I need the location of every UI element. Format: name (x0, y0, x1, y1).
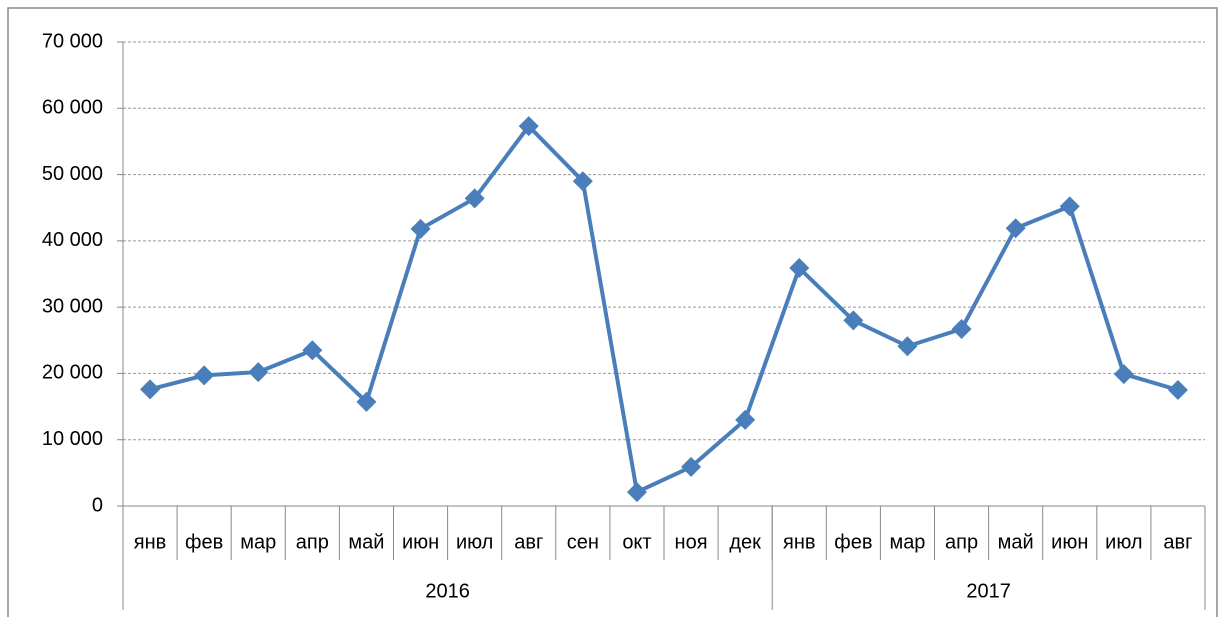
data-point (789, 258, 810, 279)
x-tick-label: ноя (675, 531, 708, 553)
y-tick-label: 70 000 (42, 30, 103, 52)
data-point (410, 218, 431, 239)
group-label: 2017 (966, 580, 1011, 602)
x-tick-label: май (998, 531, 1034, 553)
y-tick-label: 30 000 (42, 295, 103, 317)
x-tick-label: фев (834, 531, 872, 553)
data-point (356, 391, 377, 412)
chart-frame (7, 7, 1218, 617)
data-point (681, 456, 702, 477)
x-tick-label: мар (889, 531, 925, 553)
data-point (1059, 196, 1080, 217)
data-point (1005, 218, 1026, 239)
x-tick-label: дек (729, 531, 761, 553)
x-tick-label: мар (240, 531, 276, 553)
x-tick-label: авг (1163, 531, 1192, 553)
data-point (626, 482, 647, 503)
x-tick-label: фев (185, 531, 223, 553)
data-point (518, 116, 539, 137)
x-tick-label: окт (622, 531, 651, 553)
x-tick-label: апр (945, 531, 978, 553)
x-tick-label: июн (402, 531, 439, 553)
group-label: 2016 (425, 580, 470, 602)
data-point (951, 319, 972, 340)
x-tick-label: янв (783, 531, 816, 553)
y-tick-label: 0 (92, 494, 103, 516)
y-tick-label: 40 000 (42, 229, 103, 251)
y-tick-label: 10 000 (42, 428, 103, 450)
x-tick-label: май (348, 531, 384, 553)
data-point (572, 171, 593, 192)
data-point (248, 362, 269, 383)
data-point (1113, 364, 1134, 385)
data-point (302, 340, 323, 361)
x-tick-label: янв (134, 531, 167, 553)
data-point (194, 365, 215, 386)
x-tick-label: авг (514, 531, 543, 553)
x-tick-label: апр (296, 531, 329, 553)
data-point (464, 188, 485, 209)
x-tick-label: июл (456, 531, 493, 553)
data-point (897, 336, 918, 357)
series-line (149, 124, 1179, 495)
data-point (735, 409, 756, 430)
y-tick-label: 60 000 (42, 97, 103, 119)
x-tick-label: июн (1051, 531, 1088, 553)
y-tick-label: 50 000 (42, 163, 103, 185)
data-point (1167, 380, 1188, 400)
y-tick-label: 20 000 (42, 362, 103, 384)
x-tick-label: июл (1105, 531, 1142, 553)
data-point (140, 379, 161, 400)
data-point (843, 310, 864, 331)
x-tick-label: сен (567, 531, 599, 553)
